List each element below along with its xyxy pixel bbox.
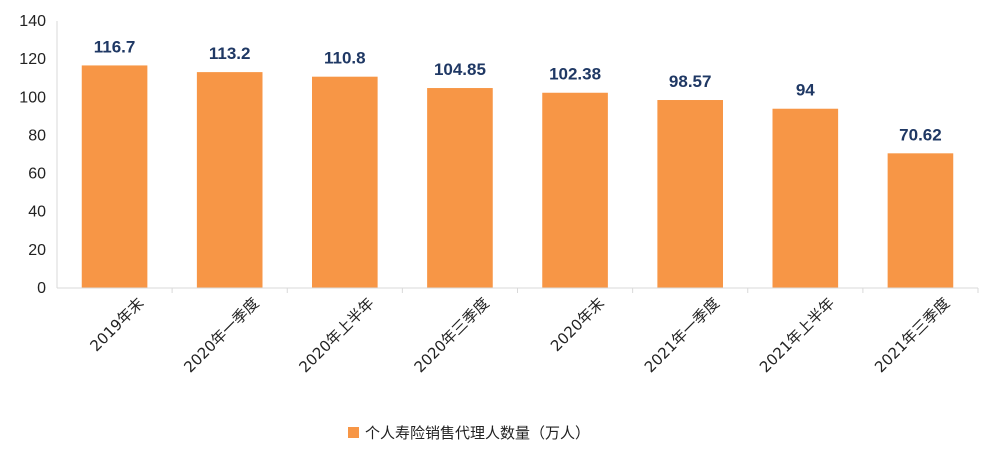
bar [542, 92, 608, 289]
bar [887, 153, 954, 288]
x-tick-label: 2019年末 [86, 294, 147, 355]
data-label: 104.85 [434, 60, 486, 79]
y-tick-label: 80 [28, 127, 46, 144]
data-labels: 116.7 113.2 110.8 104.85 102.38 98.57 94 70.62 [94, 37, 942, 144]
bar [312, 76, 378, 288]
data-label: 102.38 [549, 65, 601, 84]
data-label: 113.2 [209, 44, 251, 63]
y-tick-label: 140 [19, 13, 46, 30]
x-tick-label: 2020年上半年 [295, 294, 377, 376]
y-tick-label: 120 [19, 51, 46, 68]
x-tick-label: 2020年末 [547, 294, 608, 355]
bar [81, 65, 148, 288]
x-axis: 2019年末 2020年一季度 2020年上半年 2020年三季度 2020年末 2021… [57, 287, 979, 376]
bars [81, 65, 954, 289]
data-label: 70.62 [899, 125, 942, 144]
y-axis: 0 20 40 60 80 100 120 140 [19, 13, 58, 297]
bar [427, 88, 493, 288]
y-tick-label: 20 [28, 242, 46, 259]
data-label: 94 [796, 81, 815, 100]
legend: 个人寿险销售代理人数量（万人） [348, 424, 590, 442]
data-label: 98.57 [669, 72, 712, 91]
bar [772, 108, 839, 288]
bar [196, 72, 263, 289]
y-tick-label: 0 [37, 280, 46, 297]
y-tick-label: 40 [28, 204, 46, 221]
y-tick-label: 100 [19, 89, 46, 106]
legend-swatch [348, 427, 359, 438]
x-tick-label: 2021年三季度 [871, 294, 953, 376]
x-tick-label: 2020年一季度 [180, 294, 262, 376]
bar [657, 100, 723, 288]
x-tick-label: 2021年一季度 [641, 294, 723, 376]
data-label: 110.8 [324, 49, 366, 68]
data-label: 116.7 [94, 37, 136, 56]
legend-label: 个人寿险销售代理人数量（万人） [365, 424, 590, 442]
x-tick-label: 2021年上半年 [756, 294, 838, 376]
y-tick-label: 60 [28, 166, 46, 183]
x-tick-label: 2020年三季度 [411, 294, 493, 376]
